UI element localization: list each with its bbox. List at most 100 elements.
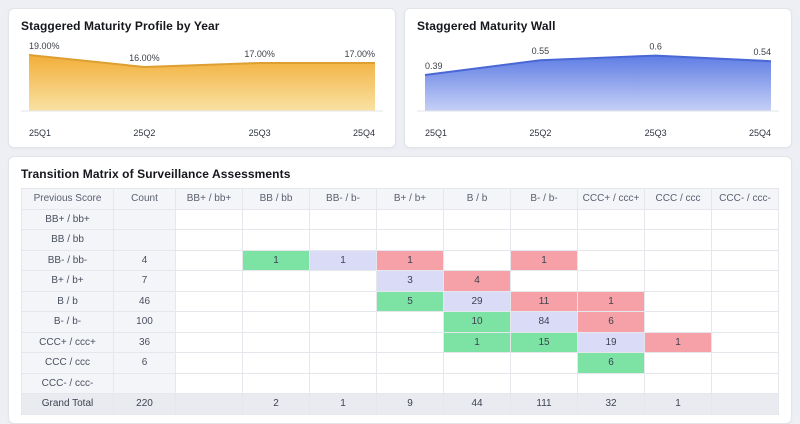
matrix-cell bbox=[242, 270, 310, 292]
area-fill bbox=[29, 55, 375, 111]
row-count bbox=[113, 208, 176, 230]
matrix-cell bbox=[510, 208, 578, 230]
column-header: BB+ / bb+ bbox=[175, 188, 243, 210]
column-header: B- / b- bbox=[510, 188, 578, 210]
column-header: BB / bb bbox=[242, 188, 310, 210]
matrix-cell bbox=[242, 331, 310, 353]
matrix-cell bbox=[175, 249, 243, 271]
matrix-cell bbox=[309, 311, 377, 333]
matrix-cell bbox=[711, 270, 779, 292]
column-header: Previous Score bbox=[21, 188, 114, 210]
value-label: 16.00% bbox=[129, 53, 160, 63]
table-row: B- / b- 100 10 84 6 bbox=[21, 311, 779, 333]
x-tick-label: 25Q1 bbox=[425, 128, 447, 138]
matrix-cell: 29 bbox=[443, 290, 511, 312]
matrix-cell: 6 bbox=[577, 352, 645, 374]
value-label: 19.00% bbox=[29, 41, 60, 51]
matrix-cell: 111 bbox=[510, 393, 578, 415]
area-line bbox=[28, 54, 375, 69]
matrix-cell bbox=[376, 372, 444, 394]
matrix-cell: 1 bbox=[309, 249, 377, 271]
matrix-cell: 3 bbox=[376, 270, 444, 292]
maturity-profile-title: Staggered Maturity Profile by Year bbox=[21, 19, 220, 33]
matrix-cell bbox=[175, 208, 243, 230]
matrix-cell bbox=[577, 372, 645, 394]
matrix-cell bbox=[376, 229, 444, 251]
row-count: 100 bbox=[113, 311, 176, 333]
matrix-cell bbox=[711, 311, 779, 333]
matrix-cell: 9 bbox=[376, 393, 444, 415]
area-line bbox=[424, 54, 772, 76]
column-header: Count bbox=[113, 188, 176, 210]
table-row: B / b 46 5 29 11 1 bbox=[21, 290, 779, 312]
matrix-cell bbox=[577, 208, 645, 230]
matrix-cell bbox=[443, 208, 511, 230]
transition-matrix-table: Previous Score Count BB+ / bb+ BB / bb BB- /… bbox=[21, 188, 779, 415]
x-tick-label: 25Q4 bbox=[353, 128, 375, 138]
matrix-cell bbox=[644, 372, 712, 394]
matrix-cell bbox=[644, 352, 712, 374]
maturity-wall-chart: 0.39 0.55 0.6 0.54 25Q1 25Q2 25Q3 25Q4 bbox=[417, 35, 779, 141]
matrix-cell bbox=[309, 290, 377, 312]
matrix-cell: 1 bbox=[309, 393, 377, 415]
matrix-cell: 2 bbox=[242, 393, 310, 415]
matrix-cell: 19 bbox=[577, 331, 645, 353]
x-tick-label: 25Q1 bbox=[29, 128, 51, 138]
area-chart: 19.00% 16.00% 17.00% 17.00% 25Q1 25Q2 25Q3 25Q4 bbox=[21, 41, 383, 138]
matrix-cell bbox=[711, 249, 779, 271]
matrix-cell bbox=[175, 331, 243, 353]
matrix-cell bbox=[242, 290, 310, 312]
column-header: B / b bbox=[443, 188, 511, 210]
x-tick-label: 25Q2 bbox=[133, 128, 155, 138]
matrix-header-row: Previous Score Count BB+ / bb+ BB / bb BB- /… bbox=[21, 188, 779, 210]
matrix-cell: 11 bbox=[510, 290, 578, 312]
table-row: Grand Total 220 2 1 9 44 111 32 1 bbox=[21, 393, 779, 415]
matrix-cell bbox=[711, 331, 779, 353]
matrix-cell bbox=[644, 229, 712, 251]
matrix-cell bbox=[242, 311, 310, 333]
matrix-cell bbox=[510, 229, 578, 251]
matrix-cell bbox=[644, 249, 712, 271]
matrix-cell bbox=[376, 331, 444, 353]
matrix-cell: 1 bbox=[242, 249, 310, 271]
matrix-cell: 1 bbox=[443, 331, 511, 353]
matrix-cell: 6 bbox=[577, 311, 645, 333]
matrix-cell bbox=[443, 249, 511, 271]
matrix-cell: 1 bbox=[510, 249, 578, 271]
matrix-cell bbox=[510, 270, 578, 292]
matrix-cell bbox=[644, 208, 712, 230]
column-header: BB- / b- bbox=[309, 188, 377, 210]
charts-row: Staggered Maturity Profile by Year 19.00… bbox=[8, 8, 792, 148]
row-label: B- / b- bbox=[21, 311, 114, 333]
matrix-cell bbox=[577, 270, 645, 292]
x-tick-label: 25Q3 bbox=[645, 128, 667, 138]
maturity-wall-title: Staggered Maturity Wall bbox=[417, 19, 556, 33]
matrix-cell: 1 bbox=[644, 393, 712, 415]
row-count bbox=[113, 229, 176, 251]
row-label: CCC / ccc bbox=[21, 352, 114, 374]
transition-matrix-title: Transition Matrix of Surveillance Assess… bbox=[21, 167, 291, 181]
maturity-profile-chart: 19.00% 16.00% 17.00% 17.00% 25Q1 25Q2 25Q3 25Q4 bbox=[21, 35, 383, 141]
row-label: B / b bbox=[21, 290, 114, 312]
matrix-cell bbox=[242, 372, 310, 394]
matrix-cell bbox=[711, 208, 779, 230]
matrix-cell bbox=[711, 352, 779, 374]
matrix-cell bbox=[644, 290, 712, 312]
column-header: CCC+ / ccc+ bbox=[577, 188, 645, 210]
matrix-cell bbox=[309, 208, 377, 230]
matrix-cell: 44 bbox=[443, 393, 511, 415]
row-label: B+ / b+ bbox=[21, 270, 114, 292]
table-row: BB- / bb- 4 1 1 1 1 bbox=[21, 249, 779, 271]
matrix-cell bbox=[376, 352, 444, 374]
value-label: 17.00% bbox=[244, 49, 275, 59]
maturity-profile-card: Staggered Maturity Profile by Year 19.00… bbox=[8, 8, 396, 148]
matrix-cell: 4 bbox=[443, 270, 511, 292]
matrix-cell: 1 bbox=[577, 290, 645, 312]
table-row: B+ / b+ 7 3 4 bbox=[21, 270, 779, 292]
matrix-cell bbox=[309, 372, 377, 394]
matrix-cell bbox=[443, 352, 511, 374]
matrix-cell bbox=[711, 229, 779, 251]
row-label: Grand Total bbox=[21, 393, 114, 415]
matrix-cell bbox=[376, 311, 444, 333]
row-count: 46 bbox=[113, 290, 176, 312]
